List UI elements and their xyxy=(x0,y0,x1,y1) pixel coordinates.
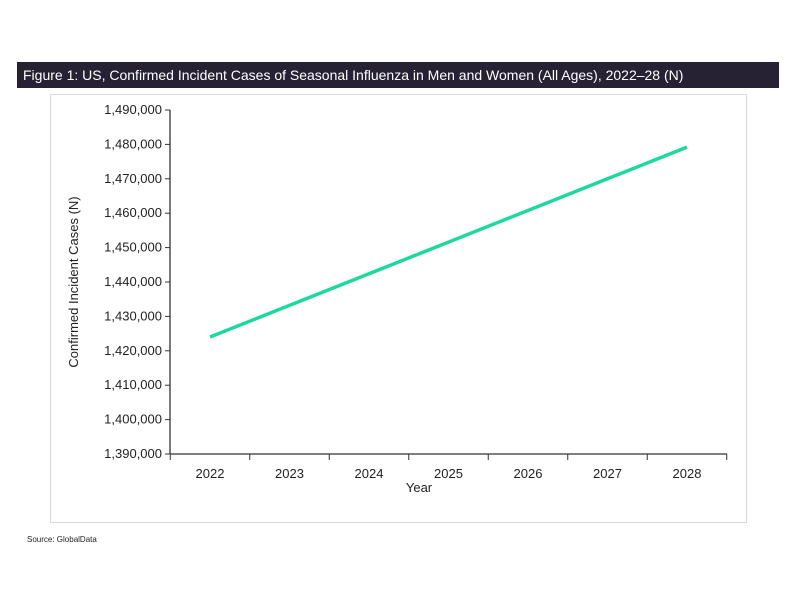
y-tick-label: 1,460,000 xyxy=(104,205,162,220)
y-tick-label: 1,440,000 xyxy=(104,274,162,289)
x-tick-label: 2027 xyxy=(593,466,622,481)
y-tick-label: 1,430,000 xyxy=(104,308,162,323)
y-tick-label: 1,450,000 xyxy=(104,240,162,255)
y-tick-label: 1,490,000 xyxy=(104,102,162,117)
x-axis-label: Year xyxy=(406,480,433,495)
y-axis-label: Confirmed Incident Cases (N) xyxy=(66,196,81,367)
y-tick-label: 1,480,000 xyxy=(104,136,162,151)
source-note: Source: GlobalData xyxy=(27,535,97,544)
figure-title: Figure 1: US, Confirmed Incident Cases o… xyxy=(17,62,779,88)
y-tick-label: 1,420,000 xyxy=(104,343,162,358)
x-tick-label: 2028 xyxy=(673,466,702,481)
x-tick-label: 2023 xyxy=(275,466,304,481)
series-line xyxy=(209,145,688,339)
y-tick-label: 1,390,000 xyxy=(104,446,162,461)
x-tick-label: 2025 xyxy=(434,466,463,481)
y-tick-label: 1,410,000 xyxy=(104,377,162,392)
x-tick-label: 2022 xyxy=(196,466,225,481)
x-tick-label: 2026 xyxy=(514,466,543,481)
x-tick-label: 2024 xyxy=(355,466,384,481)
y-tick-label: 1,400,000 xyxy=(104,412,162,427)
y-tick-label: 1,470,000 xyxy=(104,171,162,186)
chart-frame xyxy=(50,94,747,523)
